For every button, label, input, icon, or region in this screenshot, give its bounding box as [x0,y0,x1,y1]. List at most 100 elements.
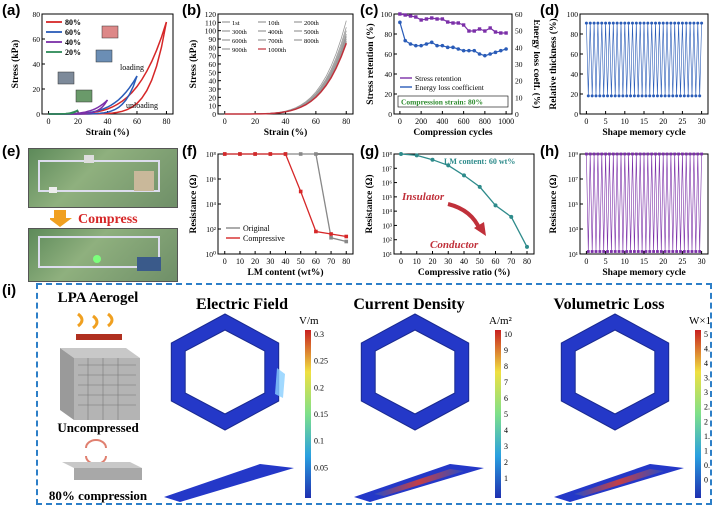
data-point [419,43,423,48]
data-point [424,42,429,46]
data-point [609,250,613,253]
x-tick-label: 15 [640,257,648,266]
data-point [650,152,654,156]
transition-arrow [447,202,482,231]
data-point [692,21,696,25]
chart-h: 0 5 10 15 20 25 30 10¹ 10³ 10⁵ 10⁷ 10⁹ Shape memory … [548,150,709,278]
data-point [602,94,606,98]
legend-label: 40% [65,38,81,47]
data-point [456,21,461,25]
y-tick-label: 80 [209,43,217,52]
hotspot-band [374,469,464,496]
y-tick-label: 10⁶ [206,175,217,184]
x-tick-label: 25 [678,257,686,266]
data-point [644,250,648,253]
annotation-insulator: Insulator [401,191,445,203]
data-point [414,43,418,48]
data-point [619,152,623,156]
panel-label-g: (g) [360,143,380,160]
data-point [646,152,650,156]
data-point [414,15,418,19]
data-point [222,152,227,156]
data-point [606,250,609,253]
data-point [663,250,667,253]
y-tick-label: 40 [209,77,217,86]
x-tick-label: 15 [640,117,648,126]
x-tick-label: 80 [162,117,170,126]
data-point [652,94,656,98]
colorbar-unit: A/m² [489,315,513,327]
compressed-aerogel [74,468,142,480]
compressed-label: 80% compression [48,488,148,503]
data-point [594,250,598,253]
panel-label-h: (h) [540,143,560,160]
y-tick-label: 60 [385,50,393,59]
annotation-box [397,95,509,108]
data-point [590,250,594,253]
data-point [636,94,640,98]
legend-label: Energy loss coefficient [415,83,485,92]
legend-label: 500th [304,29,320,36]
sample-cube [75,89,93,103]
panel-label-c: (c) [360,2,379,19]
data-point [659,250,663,253]
hexagon-hole [184,329,266,415]
data-point [600,21,604,25]
colorbar [305,330,311,498]
data-point [623,21,627,25]
data-point [684,152,688,156]
data-point [586,94,590,98]
x-tick-label: 20 [429,257,437,266]
data-point [462,173,466,178]
legend-label: Stress retention [415,74,462,83]
colorbar-tick: 4 [504,426,508,435]
x-tick-label: 0 [398,117,402,126]
field-title-electric: Electric Field [196,296,288,313]
data-point [253,152,257,156]
y-tick-label: 10⁹ [568,150,579,159]
hexagon-hole [574,329,656,415]
data-point [688,152,692,156]
data-point [611,21,615,25]
data-point [623,152,627,156]
y-tick-label: 60 [33,35,41,44]
data-point [690,250,694,253]
colorbar-tick: 4.5 [704,345,710,354]
chart-f: 0 10 20 30 40 50 60 70 80 10⁰ 10² 10⁴ 10⁶ 10⁸ LM conte… [188,150,354,278]
data-point [283,152,288,156]
data-point [694,250,698,253]
y-axis-label: Stress (kPa) [10,40,21,89]
data-point [435,17,439,21]
data-point [493,50,498,55]
data-point [690,94,694,98]
x-tick-label: 20 [251,257,259,266]
data-point [634,152,638,156]
y-tick-label: 0 [574,110,578,119]
y-tick-label: 100 [567,10,579,19]
data-point [696,152,700,156]
y2-tick-label: 0 [515,110,519,119]
data-point [499,31,503,35]
x-tick-label: 70 [507,257,515,266]
circuit-wires-on [38,236,161,271]
data-point [692,152,696,156]
data-point [619,21,623,25]
data-point [680,21,684,25]
y-tick-label: 10⁴ [206,200,217,209]
data-point [665,152,669,156]
x-tick-label: 40 [282,257,290,266]
data-point [592,21,596,25]
y-tick-label: 20 [33,85,41,94]
data-point [604,152,607,156]
x-axis-label: Strain (%) [86,127,130,138]
colorbar-tick: 5 [504,410,508,419]
data-point [700,152,703,156]
colorbar-tick: 10 [504,330,512,339]
x-tick-label: 10 [236,257,244,266]
simulation-box [36,283,712,505]
colorbar-tick: 1 [504,474,508,483]
data-point [650,21,654,25]
y-tick-label: 10⁵ [382,193,393,202]
data-point [684,21,688,25]
y-tick-label: 60 [209,60,217,69]
